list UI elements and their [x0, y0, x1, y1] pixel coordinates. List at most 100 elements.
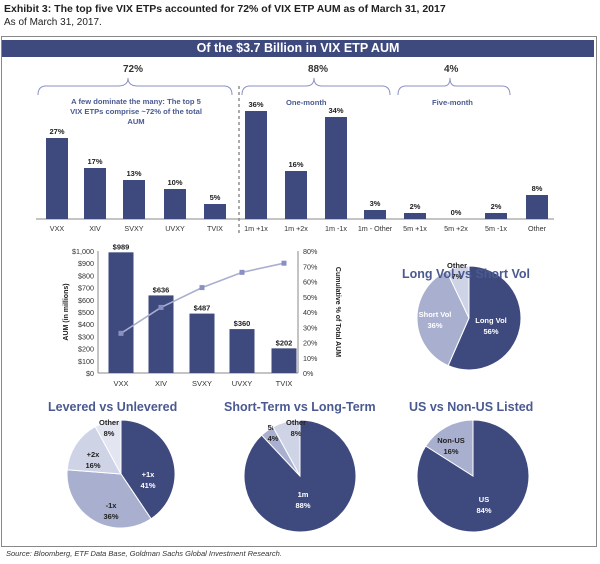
bar-value-label: 13% — [126, 169, 141, 178]
pie-slice-label: -1x — [106, 501, 118, 510]
bar-value-label: 17% — [87, 157, 102, 166]
pie-slice-non-us — [425, 419, 474, 477]
exhibit-frame — [1, 36, 597, 547]
pie-slice-other — [272, 419, 301, 477]
aum-y-tick: $900 — [78, 259, 94, 268]
x-tick-label: 5m +2x — [444, 224, 468, 233]
bar-value-label: 0% — [451, 208, 462, 217]
pie-slice-other — [445, 265, 470, 319]
bar-vxx — [46, 138, 68, 219]
bar-value-label: 36% — [248, 100, 263, 109]
bar-1m-1x — [325, 117, 347, 219]
bar-value-label: 16% — [288, 160, 303, 169]
aum-x-tick: UVXY — [232, 379, 252, 388]
brace-onemonth — [241, 77, 391, 96]
aum-y-tick: $400 — [78, 320, 94, 329]
group-braces — [37, 77, 511, 96]
x-tick-label: 5m -1x — [485, 224, 507, 233]
pie-slice-value: 36% — [427, 321, 442, 330]
x-tick-label: Other — [528, 224, 547, 233]
pie-slice-value: 84% — [476, 506, 491, 515]
aum-y-tick: $200 — [78, 345, 94, 354]
bar-svxy — [123, 180, 145, 219]
cumulative-marker — [118, 330, 124, 336]
aum-y2-tick: 40% — [303, 308, 318, 317]
aum-x-tick: XIV — [155, 379, 167, 388]
x-tick-label: UVXY — [165, 224, 185, 233]
pie-slice-label: 1m — [298, 490, 309, 499]
aum-y2-tick: 80% — [303, 247, 318, 256]
bar-value-label: 2% — [410, 202, 421, 211]
pie-slice-other — [94, 419, 122, 475]
pie-slice-label: Other — [99, 418, 119, 427]
pie-slice-value: 7% — [452, 272, 463, 281]
bar-value-label: 3% — [370, 199, 381, 208]
aum-x-tick: SVXY — [192, 379, 212, 388]
aum-y-tick: $800 — [78, 271, 94, 280]
aum-bar-tvix — [271, 348, 297, 373]
pie-slice-us — [416, 419, 530, 533]
bar-uvxy — [164, 189, 186, 219]
bar-value-label: 27% — [49, 127, 64, 136]
aum-x-tick: TVIX — [276, 379, 293, 388]
aum-bar-value-label: $487 — [194, 304, 211, 313]
bar-value-label: 34% — [328, 106, 343, 115]
aum-y-tick: $300 — [78, 332, 94, 341]
group-top5-pct: 72% — [123, 64, 144, 75]
pie-slice-label: +2x — [87, 450, 101, 459]
exhibit-subtitle: As of March 31, 2017. — [4, 17, 102, 28]
x-tick-label: VXX — [50, 224, 65, 233]
aum-y-tick: $100 — [78, 357, 94, 366]
aum-y2-tick: 30% — [303, 323, 318, 332]
pie-charts: Long Vol 56% Short Vol 36% Other 7% +1x 41% -1x 3… — [66, 261, 530, 533]
pie-listing-title: US vs Non-US Listed — [409, 400, 534, 414]
aum-y-tick: $500 — [78, 308, 94, 317]
group-fivemonth-pct: 4% — [444, 64, 459, 75]
cumulative-marker — [158, 304, 164, 310]
aum-y-tick: $600 — [78, 296, 94, 305]
aum-y2-tick: 20% — [303, 339, 318, 348]
pie-slice--1x — [120, 419, 176, 520]
pie-slice-label: Short Vol — [419, 310, 452, 319]
exhibit-title: Exhibit 3: The top five VIX ETPs account… — [4, 3, 446, 15]
aum-y2-tick: 0% — [303, 369, 314, 378]
x-tick-label: TVIX — [207, 224, 223, 233]
aum-bar-vxx — [108, 252, 134, 373]
pie-slice--1x — [66, 469, 152, 529]
pie-slice-value: 56% — [483, 327, 498, 336]
aum-bar-value-label: $360 — [234, 319, 251, 328]
bar-value-label: 8% — [532, 184, 543, 193]
bar-other — [526, 195, 548, 219]
aum-y2-tick: 10% — [303, 354, 318, 363]
pie-slice-label: Other — [447, 261, 467, 270]
pie-slice-value: 88% — [295, 501, 310, 510]
aum-y2-tick: 50% — [303, 293, 318, 302]
cumulative-marker — [199, 285, 205, 291]
pie-slice-value: 8% — [104, 429, 115, 438]
aum-y-tick: $700 — [78, 284, 94, 293]
pie-slice-label: US — [479, 495, 489, 504]
pie-slice-value: 8% — [291, 429, 302, 438]
x-tick-label: 5m +1x — [403, 224, 427, 233]
aum-bar-svxy — [189, 313, 215, 373]
aum-y2-tick: 60% — [303, 278, 318, 287]
bar-value-label: 10% — [167, 178, 182, 187]
bar-1m-2x — [285, 171, 307, 219]
aum-bar-value-label: $989 — [113, 242, 130, 251]
pie-slice-value: 16% — [443, 447, 458, 456]
bar-tvix — [204, 204, 226, 219]
pie-slice-label: Other — [286, 418, 306, 427]
pie-slice-short-vol — [416, 270, 470, 367]
aum-y-tick: $0 — [86, 369, 94, 378]
aum-bar-value-label: $202 — [276, 338, 293, 347]
aum-y2-axis-label: Cumulative % of Total AUM — [334, 267, 341, 357]
bar-1m-other — [364, 210, 386, 219]
bar-5m-1x — [404, 213, 426, 219]
aum-y2-tick: 70% — [303, 262, 318, 271]
x-tick-label: 1m +1x — [244, 224, 268, 233]
source-note: Source: Bloomberg, ETF Data Base, Goldma… — [6, 549, 282, 558]
group-fivemonth-label: Five-month — [432, 98, 473, 107]
bar-1m-1x — [245, 111, 267, 219]
